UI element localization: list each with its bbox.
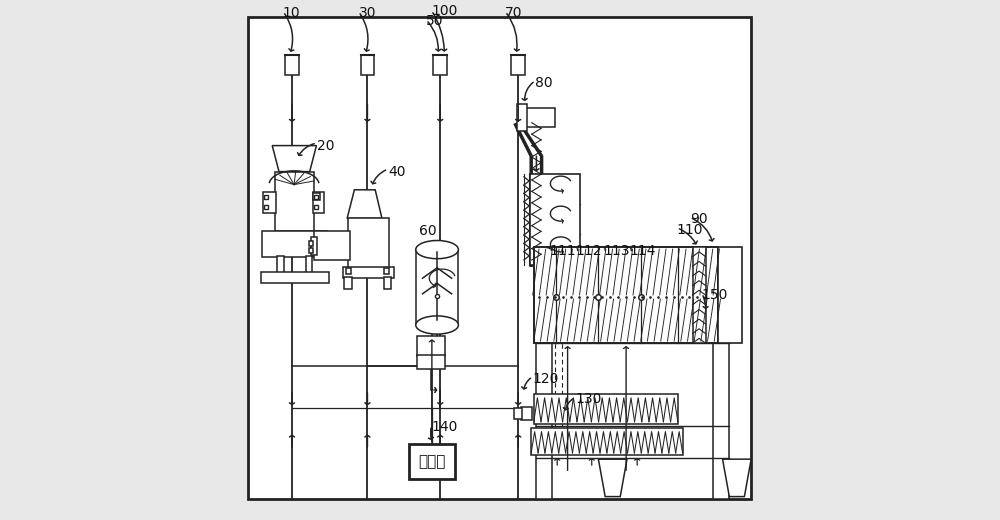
Bar bbox=[526, 108, 555, 127]
Text: 20: 20 bbox=[317, 139, 334, 152]
Bar bbox=[313, 193, 320, 200]
Polygon shape bbox=[272, 146, 316, 172]
Text: 10: 10 bbox=[283, 6, 300, 20]
Polygon shape bbox=[723, 459, 751, 497]
Text: 112: 112 bbox=[575, 244, 602, 257]
Bar bbox=[348, 218, 389, 268]
Text: 30: 30 bbox=[359, 6, 376, 20]
Text: 150: 150 bbox=[702, 289, 728, 302]
Bar bbox=[693, 247, 706, 343]
Text: 80: 80 bbox=[535, 76, 553, 90]
Text: 100: 100 bbox=[431, 5, 458, 18]
Text: 90: 90 bbox=[690, 213, 707, 226]
Bar bbox=[713, 343, 729, 499]
Bar bbox=[343, 267, 394, 278]
Bar bbox=[344, 277, 352, 289]
Bar bbox=[536, 343, 552, 499]
Bar bbox=[306, 256, 312, 273]
Ellipse shape bbox=[416, 240, 458, 258]
Text: 111: 111 bbox=[549, 244, 576, 257]
Text: 控制器: 控制器 bbox=[418, 454, 446, 469]
Bar bbox=[313, 192, 324, 213]
Text: 50: 50 bbox=[426, 14, 444, 28]
Bar bbox=[309, 241, 313, 246]
Bar bbox=[311, 237, 317, 255]
Bar bbox=[263, 192, 276, 213]
Bar bbox=[285, 55, 299, 75]
Bar bbox=[521, 407, 532, 420]
Text: 60: 60 bbox=[419, 225, 437, 238]
Bar bbox=[417, 336, 445, 356]
Ellipse shape bbox=[416, 316, 458, 334]
Bar bbox=[262, 231, 327, 257]
Bar bbox=[275, 172, 314, 231]
Bar bbox=[534, 247, 718, 343]
Bar bbox=[511, 55, 525, 75]
Polygon shape bbox=[347, 190, 382, 218]
Bar bbox=[309, 248, 313, 253]
Bar bbox=[346, 268, 351, 274]
Bar bbox=[277, 256, 284, 273]
Text: 110: 110 bbox=[677, 223, 703, 237]
Text: 113: 113 bbox=[603, 244, 629, 257]
Bar bbox=[261, 272, 329, 283]
Bar bbox=[433, 55, 447, 75]
Text: 40: 40 bbox=[388, 165, 406, 178]
Text: 140: 140 bbox=[431, 421, 458, 434]
Bar bbox=[718, 247, 742, 343]
Bar bbox=[384, 268, 389, 274]
Bar bbox=[384, 277, 391, 289]
Text: 70: 70 bbox=[505, 6, 523, 20]
Bar bbox=[517, 104, 527, 131]
Bar bbox=[409, 444, 455, 479]
Bar bbox=[514, 408, 522, 419]
Bar bbox=[531, 428, 683, 455]
Text: 120: 120 bbox=[533, 372, 559, 385]
Bar bbox=[530, 174, 580, 265]
Bar bbox=[534, 394, 678, 424]
Polygon shape bbox=[598, 459, 627, 497]
Bar bbox=[416, 250, 458, 325]
Bar bbox=[314, 231, 350, 260]
Bar bbox=[417, 355, 445, 369]
Text: 130: 130 bbox=[575, 393, 602, 406]
Text: 114: 114 bbox=[629, 244, 655, 257]
Bar bbox=[361, 55, 374, 75]
